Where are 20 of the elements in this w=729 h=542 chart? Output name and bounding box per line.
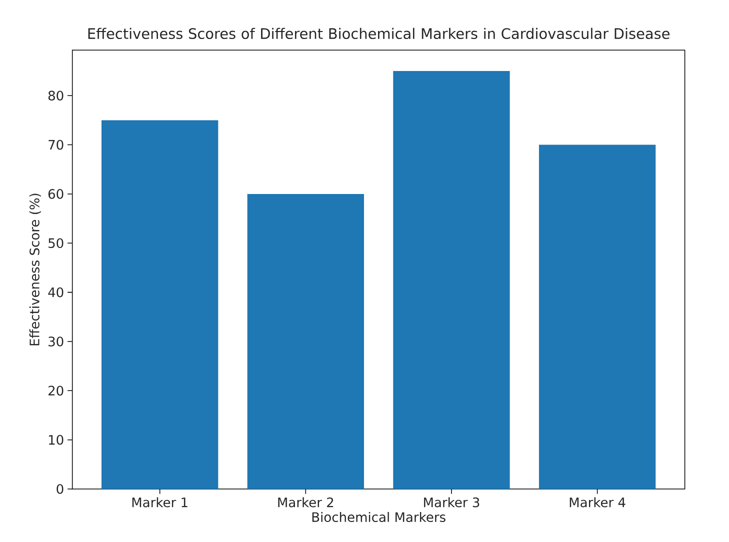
x-axis-title: Biochemical Markers: [312, 512, 446, 522]
y-axis-title: Effectiveness Score (%): [29, 194, 41, 346]
y-tick-label: 60: [48, 189, 64, 199]
bar: [393, 71, 510, 489]
y-tick-label: 70: [48, 140, 64, 150]
x-tick-label: Marker 4: [570, 497, 626, 508]
y-tick-label: 20: [48, 386, 64, 396]
bar: [102, 120, 218, 489]
bar: [247, 194, 364, 489]
y-tick-label: 0: [56, 484, 64, 494]
x-tick-label: Marker 2: [278, 497, 334, 508]
y-tick-label: 30: [48, 336, 64, 346]
bar: [538, 144, 656, 489]
chart-title: Effectiveness Scores of Different Biochemical Markers in Cardiovascular Disease: [88, 28, 670, 40]
y-tick-label: 50: [48, 238, 64, 248]
x-tick-label: Marker 1: [132, 497, 188, 508]
y-tick-label: 80: [48, 90, 64, 101]
y-tick-label: 10: [48, 434, 64, 445]
x-tick-label: Marker 3: [424, 497, 480, 508]
y-tick-label: 40: [48, 287, 64, 298]
